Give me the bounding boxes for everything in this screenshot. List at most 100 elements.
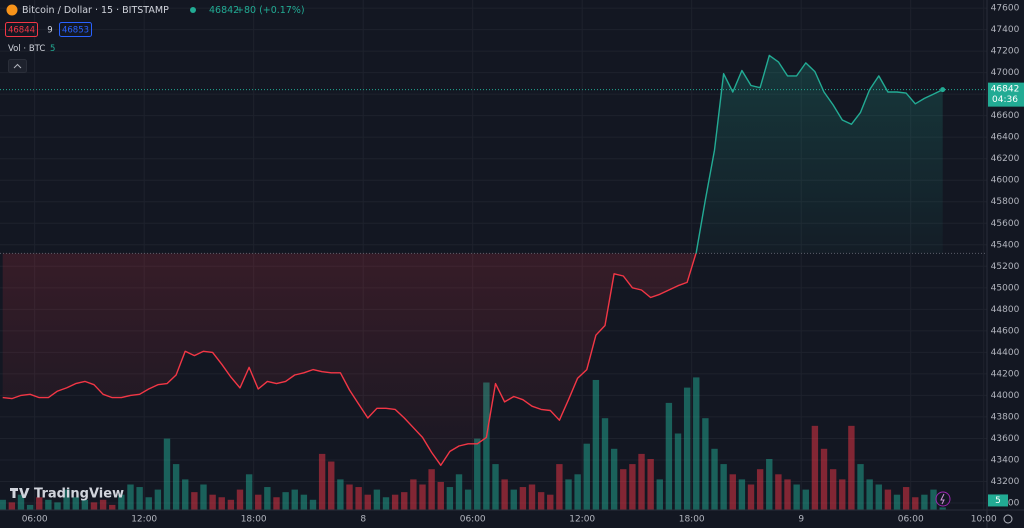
- volume-bar: [574, 474, 581, 510]
- x-tick-label: 18:00: [241, 515, 267, 525]
- volume-bar: [209, 494, 216, 510]
- brand-name[interactable]: TradingView: [34, 487, 124, 502]
- y-tick-label: 43800: [991, 412, 1020, 422]
- y-tick-label: 43600: [991, 434, 1020, 444]
- bid-price[interactable]: 46844: [8, 26, 35, 36]
- volume-bar: [884, 489, 892, 510]
- volume-bar: [702, 418, 709, 510]
- y-tick-label: 45200: [991, 262, 1020, 272]
- y-tick-label: 43200: [991, 477, 1020, 487]
- volume-bar: [483, 382, 490, 510]
- volume-bar: [565, 479, 572, 510]
- ask-price[interactable]: 46853: [62, 26, 89, 36]
- volume-bar: [373, 489, 381, 510]
- symbol-title[interactable]: Bitcoin / Dollar · 15 · BITSTAMP: [22, 5, 169, 16]
- volume-bar: [537, 492, 545, 510]
- volume-bar: [729, 474, 736, 510]
- sell-button[interactable]: [5, 22, 38, 37]
- volume-bar: [346, 484, 353, 510]
- volume-bar: [318, 453, 326, 510]
- x-tick-label: 9: [798, 515, 804, 525]
- volume-bar: [200, 484, 207, 510]
- buy-button[interactable]: [59, 22, 92, 37]
- y-tick-label: 47600: [991, 4, 1020, 14]
- alert-icon[interactable]: [935, 491, 951, 507]
- y-tick-label: 47400: [991, 25, 1020, 35]
- volume-bar: [109, 504, 116, 510]
- volume-bar: [829, 469, 837, 510]
- volume-bar: [629, 464, 636, 510]
- volume-bar: [72, 497, 79, 510]
- volume-bar: [711, 448, 718, 510]
- volume-bar: [775, 474, 782, 510]
- volume-bar: [793, 484, 800, 510]
- volume-bar: [592, 379, 600, 510]
- volume-bar: [291, 489, 298, 510]
- volume-bar: [756, 469, 764, 510]
- volume-bar: [172, 464, 180, 510]
- price-change: +80 (+0.17%): [236, 5, 305, 16]
- volume-bar: [902, 487, 910, 510]
- volume-bar: [136, 487, 143, 510]
- volume-bar: [63, 489, 70, 510]
- volume-box: [988, 494, 1008, 507]
- volume-bar: [492, 464, 499, 510]
- last-price-box: [988, 82, 1024, 107]
- volume-bar: [182, 479, 189, 510]
- volume-bar: [528, 484, 536, 510]
- volume-bar: [820, 448, 828, 510]
- x-tick-label: 06:00: [898, 515, 924, 525]
- symbol-icon: [6, 4, 18, 16]
- x-tick-label: 06:00: [22, 515, 48, 525]
- settings-icon[interactable]: [1003, 514, 1013, 524]
- volume-bar: [391, 494, 399, 510]
- y-tick-label: 44400: [991, 348, 1020, 358]
- volume-bar: [127, 484, 134, 510]
- volume-bar: [163, 438, 171, 510]
- volume-bar: [273, 497, 280, 510]
- volume-bar: [583, 443, 590, 510]
- y-tick-label: 44600: [991, 326, 1020, 336]
- volume-bar: [519, 487, 527, 510]
- volume-bar: [45, 499, 52, 510]
- volume-bar: [8, 502, 16, 510]
- brand-icon[interactable]: [10, 488, 30, 498]
- collapse-button[interactable]: [8, 59, 27, 73]
- volume-bar: [218, 497, 225, 510]
- volume-bar: [665, 402, 673, 510]
- volume-bar: [355, 487, 362, 510]
- volume-bar: [474, 438, 481, 510]
- collapse-icon: [13, 63, 22, 69]
- x-tick-label: 06:00: [460, 515, 486, 525]
- x-tick-label: 18:00: [679, 515, 705, 525]
- volume-bar: [90, 502, 98, 510]
- y-tick-label: 47200: [991, 47, 1020, 57]
- volume-bar: [145, 497, 152, 510]
- volume-bar: [738, 479, 746, 510]
- price-line: [2, 54, 944, 466]
- y-tick-label: 45400: [991, 240, 1020, 250]
- volume-bar: [766, 459, 773, 510]
- volume-bar: [255, 494, 262, 510]
- y-tick-label: 43400: [991, 455, 1020, 465]
- market-status[interactable]: [190, 7, 196, 13]
- volume-bar: [428, 469, 435, 510]
- y-tick-label: 47000: [991, 68, 1020, 78]
- volume-title[interactable]: Vol · BTC: [8, 44, 45, 54]
- volume-bar: [437, 481, 444, 510]
- volume-bar: [857, 464, 864, 510]
- last-price-label: 46842: [991, 85, 1020, 95]
- y-tick-label: 46000: [991, 176, 1020, 186]
- volume-bar: [547, 494, 554, 510]
- volume-bar: [337, 479, 344, 510]
- x-tick-label: 12:00: [131, 515, 157, 525]
- countdown-label: 04:36: [992, 95, 1018, 105]
- y-tick-label: 44200: [991, 369, 1020, 379]
- volume-bar: [638, 453, 645, 510]
- y-tick-label: 45000: [991, 283, 1020, 293]
- volume-bar: [191, 492, 198, 510]
- volume-bar: [839, 479, 846, 510]
- volume-bar: [36, 497, 43, 510]
